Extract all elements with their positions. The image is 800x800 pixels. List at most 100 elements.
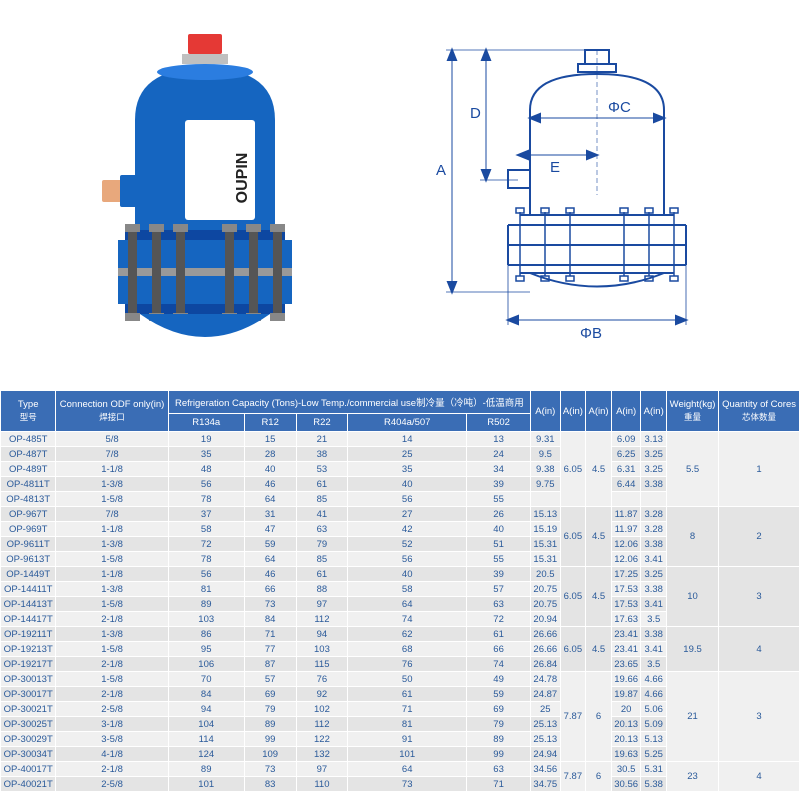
cell-a4: 11.87	[611, 507, 640, 522]
cell-refrig: 92	[296, 687, 348, 702]
cell-refrig: 71	[244, 627, 296, 642]
cell-refrig: 64	[348, 597, 467, 612]
cell-a1: 15.31	[531, 552, 560, 567]
cell-refrig: 51	[467, 537, 531, 552]
cell-weight: 5.5	[667, 432, 719, 507]
cell-refrig: 40	[348, 567, 467, 582]
cell-type: OP-4813T	[1, 492, 56, 507]
cell-refrig: 81	[348, 717, 467, 732]
cell-refrig: 77	[244, 642, 296, 657]
cell-refrig: 70	[168, 672, 244, 687]
cell-a4: 19.63	[611, 747, 640, 762]
cell-refrig: 42	[348, 522, 467, 537]
cell-refrig: 14	[348, 432, 467, 447]
cell-a4: 17.53	[611, 582, 640, 597]
cell-refrig: 58	[348, 582, 467, 597]
table-row: OP-19211T1-3/8867194626126.666.054.523.4…	[1, 627, 800, 642]
cell-conn: 3-1/8	[56, 717, 168, 732]
cell-a3: 6	[586, 672, 612, 762]
cell-a4: 19.87	[611, 687, 640, 702]
th-cores: Quantity of Cores芯体数量	[719, 391, 800, 432]
cell-a5: 3.28	[641, 522, 667, 537]
cell-type: OP-30017T	[1, 687, 56, 702]
cell-refrig: 24	[467, 447, 531, 462]
th-a4: A(in)	[611, 391, 640, 432]
cell-conn: 1-1/8	[56, 462, 168, 477]
top-area: OUPIN	[0, 0, 800, 390]
th-a5: A(in)	[641, 391, 667, 432]
cell-a5: 3.38	[641, 582, 667, 597]
cell-refrig: 97	[296, 762, 348, 777]
cell-conn: 1-3/8	[56, 627, 168, 642]
cell-a5: 3.25	[641, 567, 667, 582]
cell-refrig: 89	[168, 597, 244, 612]
cell-refrig: 88	[296, 582, 348, 597]
th-a2: A(in)	[560, 391, 586, 432]
cell-refrig: 52	[348, 537, 467, 552]
cell-refrig: 85	[296, 492, 348, 507]
cell-cores: 3	[719, 672, 800, 762]
cell-refrig: 57	[467, 582, 531, 597]
cell-refrig: 76	[296, 672, 348, 687]
cell-cores: 2	[719, 507, 800, 567]
cell-a1: 26.66	[531, 642, 560, 657]
cell-refrig: 13	[467, 432, 531, 447]
cell-refrig: 95	[168, 642, 244, 657]
cell-a3: 4.5	[586, 507, 612, 567]
cell-refrig: 25	[348, 447, 467, 462]
dim-c: ΦC	[608, 99, 631, 116]
cell-refrig: 124	[168, 747, 244, 762]
cell-a5: 4.66	[641, 687, 667, 702]
cell-refrig: 53	[296, 462, 348, 477]
cell-refrig: 63	[467, 762, 531, 777]
dim-a: A	[436, 162, 446, 179]
cell-refrig: 50	[348, 672, 467, 687]
cell-type: OP-967T	[1, 507, 56, 522]
cell-type: OP-30013T	[1, 672, 56, 687]
cell-refrig: 21	[296, 432, 348, 447]
cell-a5: 3.5	[641, 657, 667, 672]
cell-refrig: 91	[348, 732, 467, 747]
cell-type: OP-969T	[1, 522, 56, 537]
cell-a1	[531, 492, 560, 507]
cell-refrig: 56	[348, 552, 467, 567]
cell-a5: 3.25	[641, 462, 667, 477]
cell-refrig: 110	[296, 777, 348, 792]
cell-a4: 12.06	[611, 552, 640, 567]
cell-a1: 34.56	[531, 762, 560, 777]
cell-a5: 5.38	[641, 777, 667, 792]
cell-refrig: 101	[348, 747, 467, 762]
cell-refrig: 31	[244, 507, 296, 522]
cell-conn: 2-5/8	[56, 777, 168, 792]
cell-a1: 9.5	[531, 447, 560, 462]
th-r22: R22	[296, 414, 348, 432]
cell-weight: 19.5	[667, 627, 719, 672]
cell-type: OP-14417T	[1, 612, 56, 627]
cell-a4: 6.09	[611, 432, 640, 447]
cell-refrig: 89	[244, 717, 296, 732]
cell-conn: 2-1/8	[56, 657, 168, 672]
cell-a5: 5.09	[641, 717, 667, 732]
cell-conn: 2-1/8	[56, 612, 168, 627]
cell-a4: 11.97	[611, 522, 640, 537]
cell-refrig: 64	[244, 552, 296, 567]
cell-refrig: 61	[467, 627, 531, 642]
cell-a4: 6.31	[611, 462, 640, 477]
cell-refrig: 83	[244, 777, 296, 792]
cell-refrig: 97	[296, 597, 348, 612]
cell-conn: 7/8	[56, 507, 168, 522]
cell-a4: 23.41	[611, 627, 640, 642]
cell-a1: 24.87	[531, 687, 560, 702]
cell-refrig: 39	[467, 567, 531, 582]
spec-table: Type型号 Connection ODF only(in)焊接口 Refrig…	[0, 390, 800, 792]
cell-refrig: 47	[244, 522, 296, 537]
product-image: OUPIN	[90, 30, 320, 370]
cell-a5: 5.06	[641, 702, 667, 717]
cell-type: OP-30034T	[1, 747, 56, 762]
cell-refrig: 26	[467, 507, 531, 522]
cell-type: OP-40021T	[1, 777, 56, 792]
cell-cores: 4	[719, 627, 800, 672]
th-type: Type型号	[1, 391, 56, 432]
cell-refrig: 40	[244, 462, 296, 477]
cell-refrig: 89	[467, 732, 531, 747]
